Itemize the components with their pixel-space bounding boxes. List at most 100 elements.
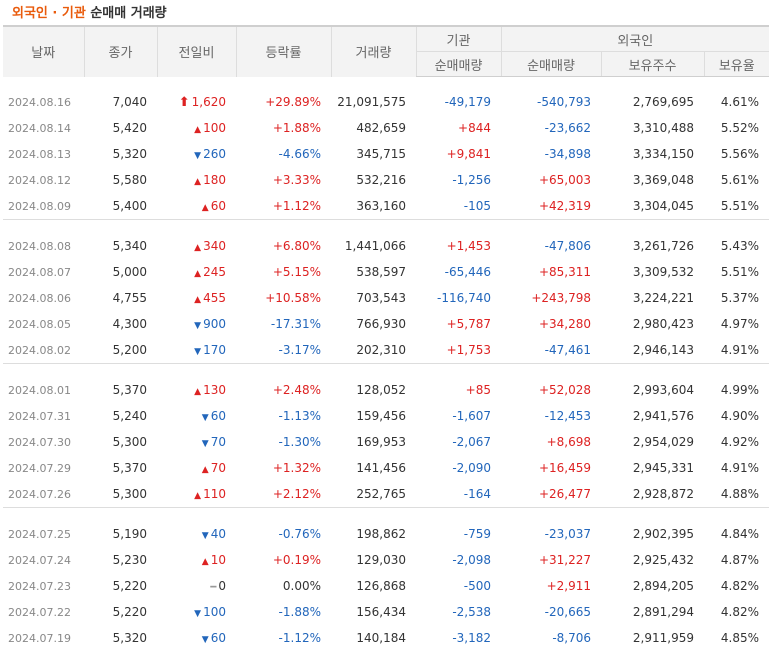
table-row: 2024.08.09 5,400 ▲ 60 +1.12% 363,160 -105 +42,3… bbox=[3, 193, 769, 220]
cell-foreign-net: +31,227 bbox=[538, 553, 591, 567]
cell-change: ▲ 455 bbox=[157, 285, 236, 311]
section-title: 외국인 · 기관 순매매 거래량 bbox=[12, 2, 167, 21]
cell-change: ▲ 180 bbox=[157, 167, 236, 193]
table-row: 2024.08.08 5,340 ▲ 340 +6.80% 1,441,066 +1,453… bbox=[3, 233, 769, 259]
cell-rate: 0.00% bbox=[282, 579, 321, 593]
col-inst-net: 순매매량 bbox=[415, 51, 501, 77]
cell-inst-net: +844 bbox=[458, 121, 491, 135]
cell-rate: -1.13% bbox=[278, 409, 321, 423]
cell-date: 2024.08.16 bbox=[8, 95, 71, 109]
cell-foreign-net: +42,319 bbox=[538, 199, 591, 213]
table-row: 2024.07.19 5,320 ▼ 60 -1.12% 140,184 -3,182 -8,… bbox=[3, 625, 769, 651]
cell-change: ▼ 900 bbox=[157, 311, 236, 337]
cell-change: ▼ 60 bbox=[157, 403, 236, 429]
up-triangle-icon: ▲ bbox=[194, 491, 202, 501]
cell-volume: 159,456 bbox=[356, 409, 406, 423]
cell-foreign-holdings: 2,941,576 bbox=[632, 409, 694, 423]
cell-rate: -1.88% bbox=[278, 605, 321, 619]
cell-volume: 482,659 bbox=[356, 121, 406, 135]
cell-inst-net: +5,787 bbox=[446, 317, 491, 331]
cell-close: 5,370 bbox=[112, 383, 147, 397]
change-value: 40 bbox=[210, 527, 226, 541]
cell-foreign-ratio: 5.56% bbox=[720, 147, 760, 161]
up-triangle-icon: ▲ bbox=[194, 243, 202, 253]
table-row: 2024.07.24 5,230 ▲ 10 +0.19% 129,030 -2,098 +31… bbox=[3, 547, 769, 573]
cell-volume: 252,765 bbox=[356, 487, 406, 501]
cell-change: ⬆ 1,620 bbox=[157, 89, 236, 115]
cell-rate: +5.15% bbox=[272, 265, 321, 279]
cell-foreign-ratio: 4.92% bbox=[720, 435, 760, 449]
cell-foreign-holdings: 3,224,221 bbox=[632, 291, 694, 305]
cell-inst-net: -2,090 bbox=[452, 461, 491, 475]
cell-date: 2024.08.09 bbox=[8, 199, 71, 213]
cell-foreign-ratio: 5.51% bbox=[720, 265, 760, 279]
change-value: 900 bbox=[203, 317, 226, 331]
cell-foreign-net: -23,037 bbox=[544, 527, 591, 541]
cell-foreign-net: -8,706 bbox=[552, 631, 591, 645]
cell-change: ▼ 170 bbox=[157, 337, 236, 364]
cell-foreign-ratio: 5.61% bbox=[720, 173, 760, 187]
table-body: 2024.08.16 7,040 ⬆ 1,620 +29.89% 21,091,575 -4… bbox=[3, 77, 770, 652]
table-row: 2024.08.06 4,755 ▲ 455 +10.58% 703,543 -116,74… bbox=[3, 285, 769, 311]
down-triangle-icon: ▼ bbox=[194, 347, 202, 357]
cell-change: ━ 0 bbox=[157, 573, 236, 599]
change-value: 340 bbox=[203, 239, 226, 253]
down-triangle-icon: ▼ bbox=[201, 439, 209, 449]
cell-change: ▲ 340 bbox=[157, 233, 236, 259]
cell-foreign-holdings: 2,891,294 bbox=[632, 605, 694, 619]
cell-date: 2024.08.06 bbox=[8, 291, 71, 305]
table-row: 2024.08.16 7,040 ⬆ 1,620 +29.89% 21,091,575 -4… bbox=[3, 89, 769, 115]
cell-volume: 156,434 bbox=[356, 605, 406, 619]
cell-foreign-holdings: 2,954,029 bbox=[632, 435, 694, 449]
change-value: 10 bbox=[210, 553, 226, 567]
cell-close: 5,420 bbox=[112, 121, 147, 135]
change-value: 70 bbox=[210, 435, 226, 449]
cell-date: 2024.08.07 bbox=[8, 265, 71, 279]
cell-change: ▲ 10 bbox=[157, 547, 236, 573]
cell-close: 5,190 bbox=[112, 527, 147, 541]
cell-foreign-holdings: 2,928,872 bbox=[632, 487, 694, 501]
up-triangle-icon: ▲ bbox=[201, 203, 209, 213]
col-volume: 거래량 bbox=[331, 25, 416, 77]
cell-foreign-holdings: 3,369,048 bbox=[632, 173, 694, 187]
cell-rate: +6.80% bbox=[272, 239, 321, 253]
cell-foreign-holdings: 3,310,488 bbox=[632, 121, 694, 135]
cell-volume: 766,930 bbox=[356, 317, 406, 331]
change-value: 60 bbox=[210, 199, 226, 213]
down-triangle-icon: ▼ bbox=[194, 321, 202, 331]
cell-foreign-net: +26,477 bbox=[538, 487, 591, 501]
cell-foreign-net: +34,280 bbox=[538, 317, 591, 331]
cell-date: 2024.07.24 bbox=[8, 553, 71, 567]
cell-volume: 128,052 bbox=[356, 383, 406, 397]
cell-rate: +0.19% bbox=[272, 553, 321, 567]
cell-volume: 538,597 bbox=[356, 265, 406, 279]
table-row: 2024.08.13 5,320 ▼ 260 -4.66% 345,715 +9,841 -3… bbox=[3, 141, 769, 167]
cell-foreign-ratio: 5.52% bbox=[720, 121, 760, 135]
cell-date: 2024.07.31 bbox=[8, 409, 71, 423]
cell-foreign-ratio: 4.84% bbox=[720, 527, 760, 541]
cell-inst-net: +1,453 bbox=[446, 239, 491, 253]
change-value: 60 bbox=[210, 631, 226, 645]
cell-foreign-ratio: 4.91% bbox=[720, 461, 760, 475]
cell-foreign-ratio: 4.91% bbox=[720, 343, 760, 357]
cell-foreign-ratio: 5.51% bbox=[720, 199, 760, 213]
col-close: 종가 bbox=[84, 25, 158, 77]
cell-inst-net: -2,538 bbox=[452, 605, 491, 619]
cell-change: ▼ 100 bbox=[157, 599, 236, 625]
cell-foreign-net: -34,898 bbox=[544, 147, 591, 161]
up-triangle-icon: ▲ bbox=[201, 557, 209, 567]
cell-volume: 126,868 bbox=[356, 579, 406, 593]
cell-close: 5,240 bbox=[112, 409, 147, 423]
cell-foreign-holdings: 2,911,959 bbox=[632, 631, 694, 645]
cell-foreign-holdings: 3,261,726 bbox=[632, 239, 694, 253]
cell-foreign-holdings: 3,304,045 bbox=[632, 199, 694, 213]
group-divider bbox=[3, 507, 770, 509]
cell-inst-net: -1,256 bbox=[452, 173, 491, 187]
cell-close: 4,300 bbox=[112, 317, 147, 331]
cell-rate: +2.12% bbox=[272, 487, 321, 501]
table-row: 2024.07.30 5,300 ▼ 70 -1.30% 169,953 -2,067 +8,… bbox=[3, 429, 769, 455]
cell-date: 2024.07.19 bbox=[8, 631, 71, 645]
col-date: 날짜 bbox=[3, 25, 85, 77]
down-triangle-icon: ▼ bbox=[201, 413, 209, 423]
cell-foreign-net: -12,453 bbox=[544, 409, 591, 423]
